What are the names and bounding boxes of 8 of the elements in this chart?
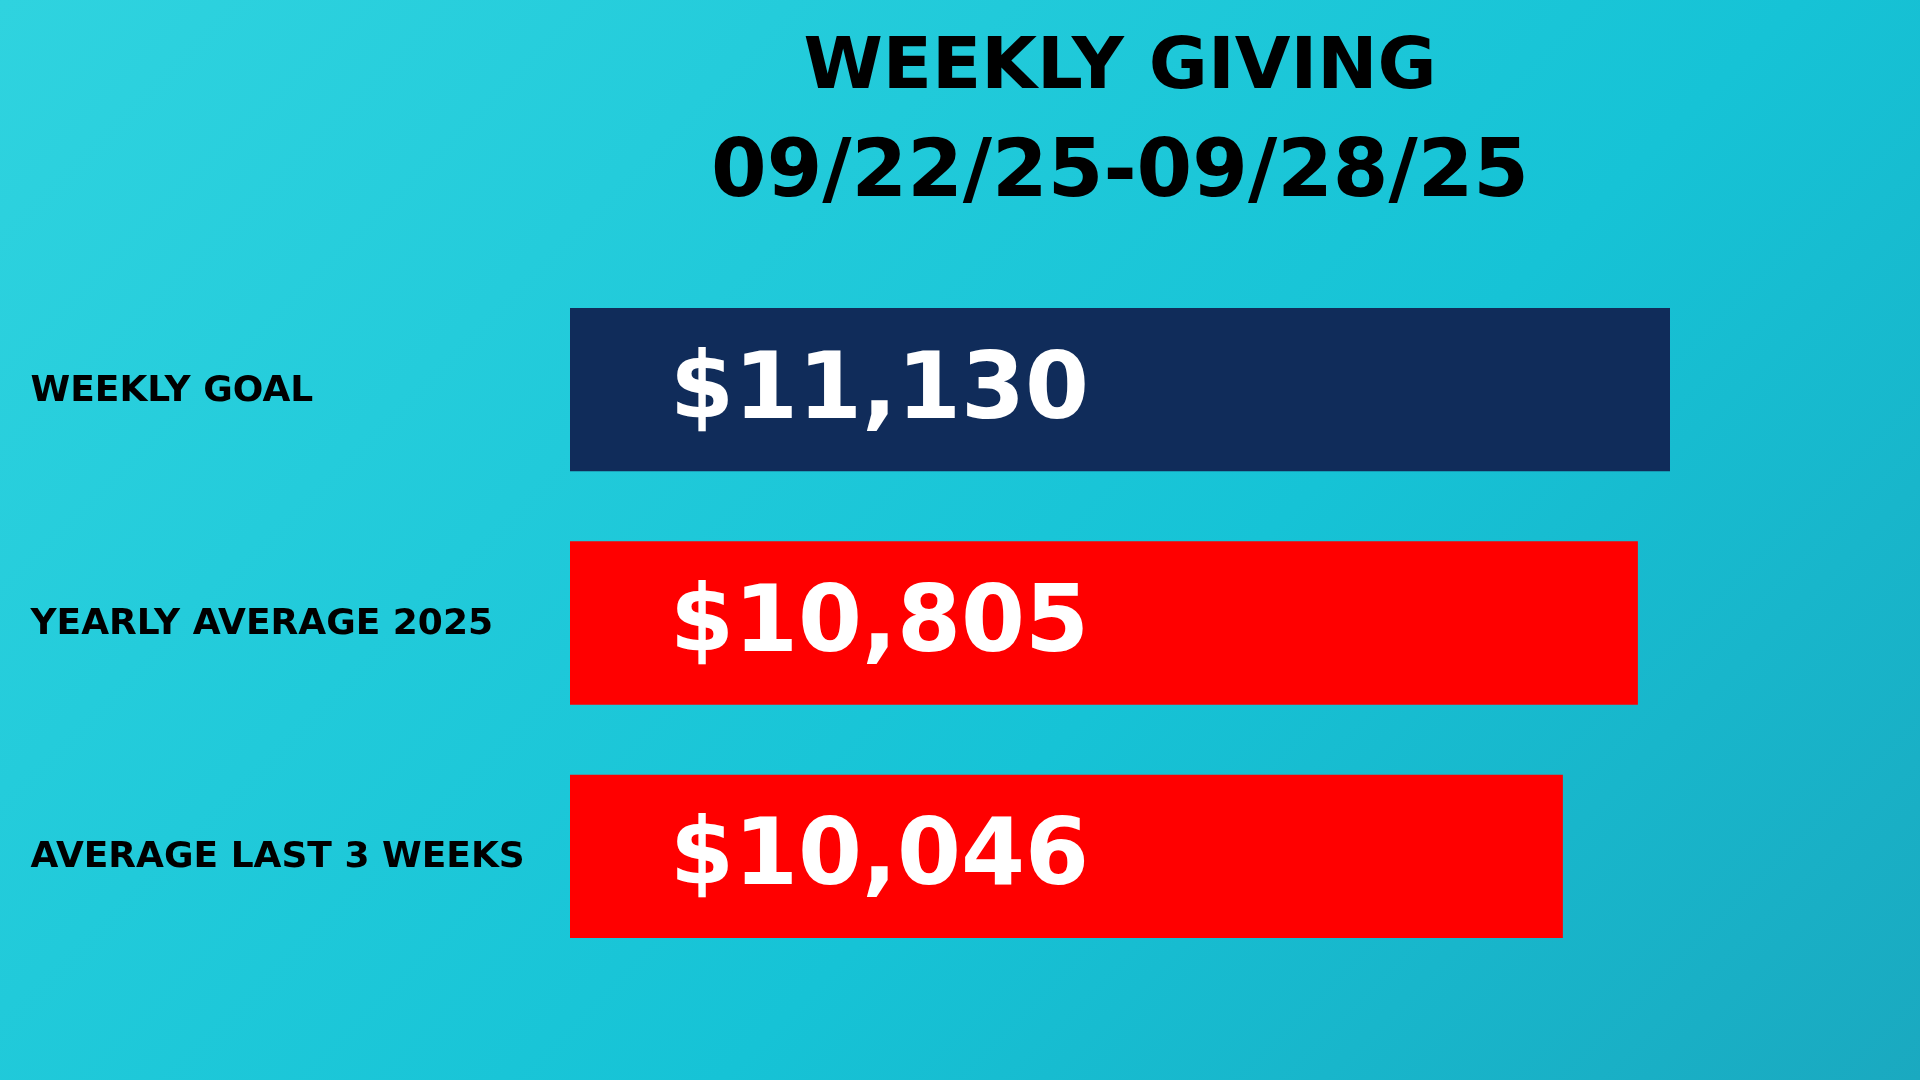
y-tick-label: AVERAGE LAST 3 WEEKS	[30, 834, 525, 876]
y-tick-label: YEARLY AVERAGE 2025	[29, 601, 493, 642]
data-label: $10,046	[670, 799, 1090, 907]
data-label: $11,130	[670, 332, 1090, 440]
chart-title: WEEKLY GIVING	[803, 21, 1437, 105]
data-label: $10,805	[670, 566, 1090, 673]
y-tick-label: WEEKLY GOAL	[30, 367, 314, 409]
chart-subtitle: 09/22/25-09/28/25	[710, 122, 1530, 215]
